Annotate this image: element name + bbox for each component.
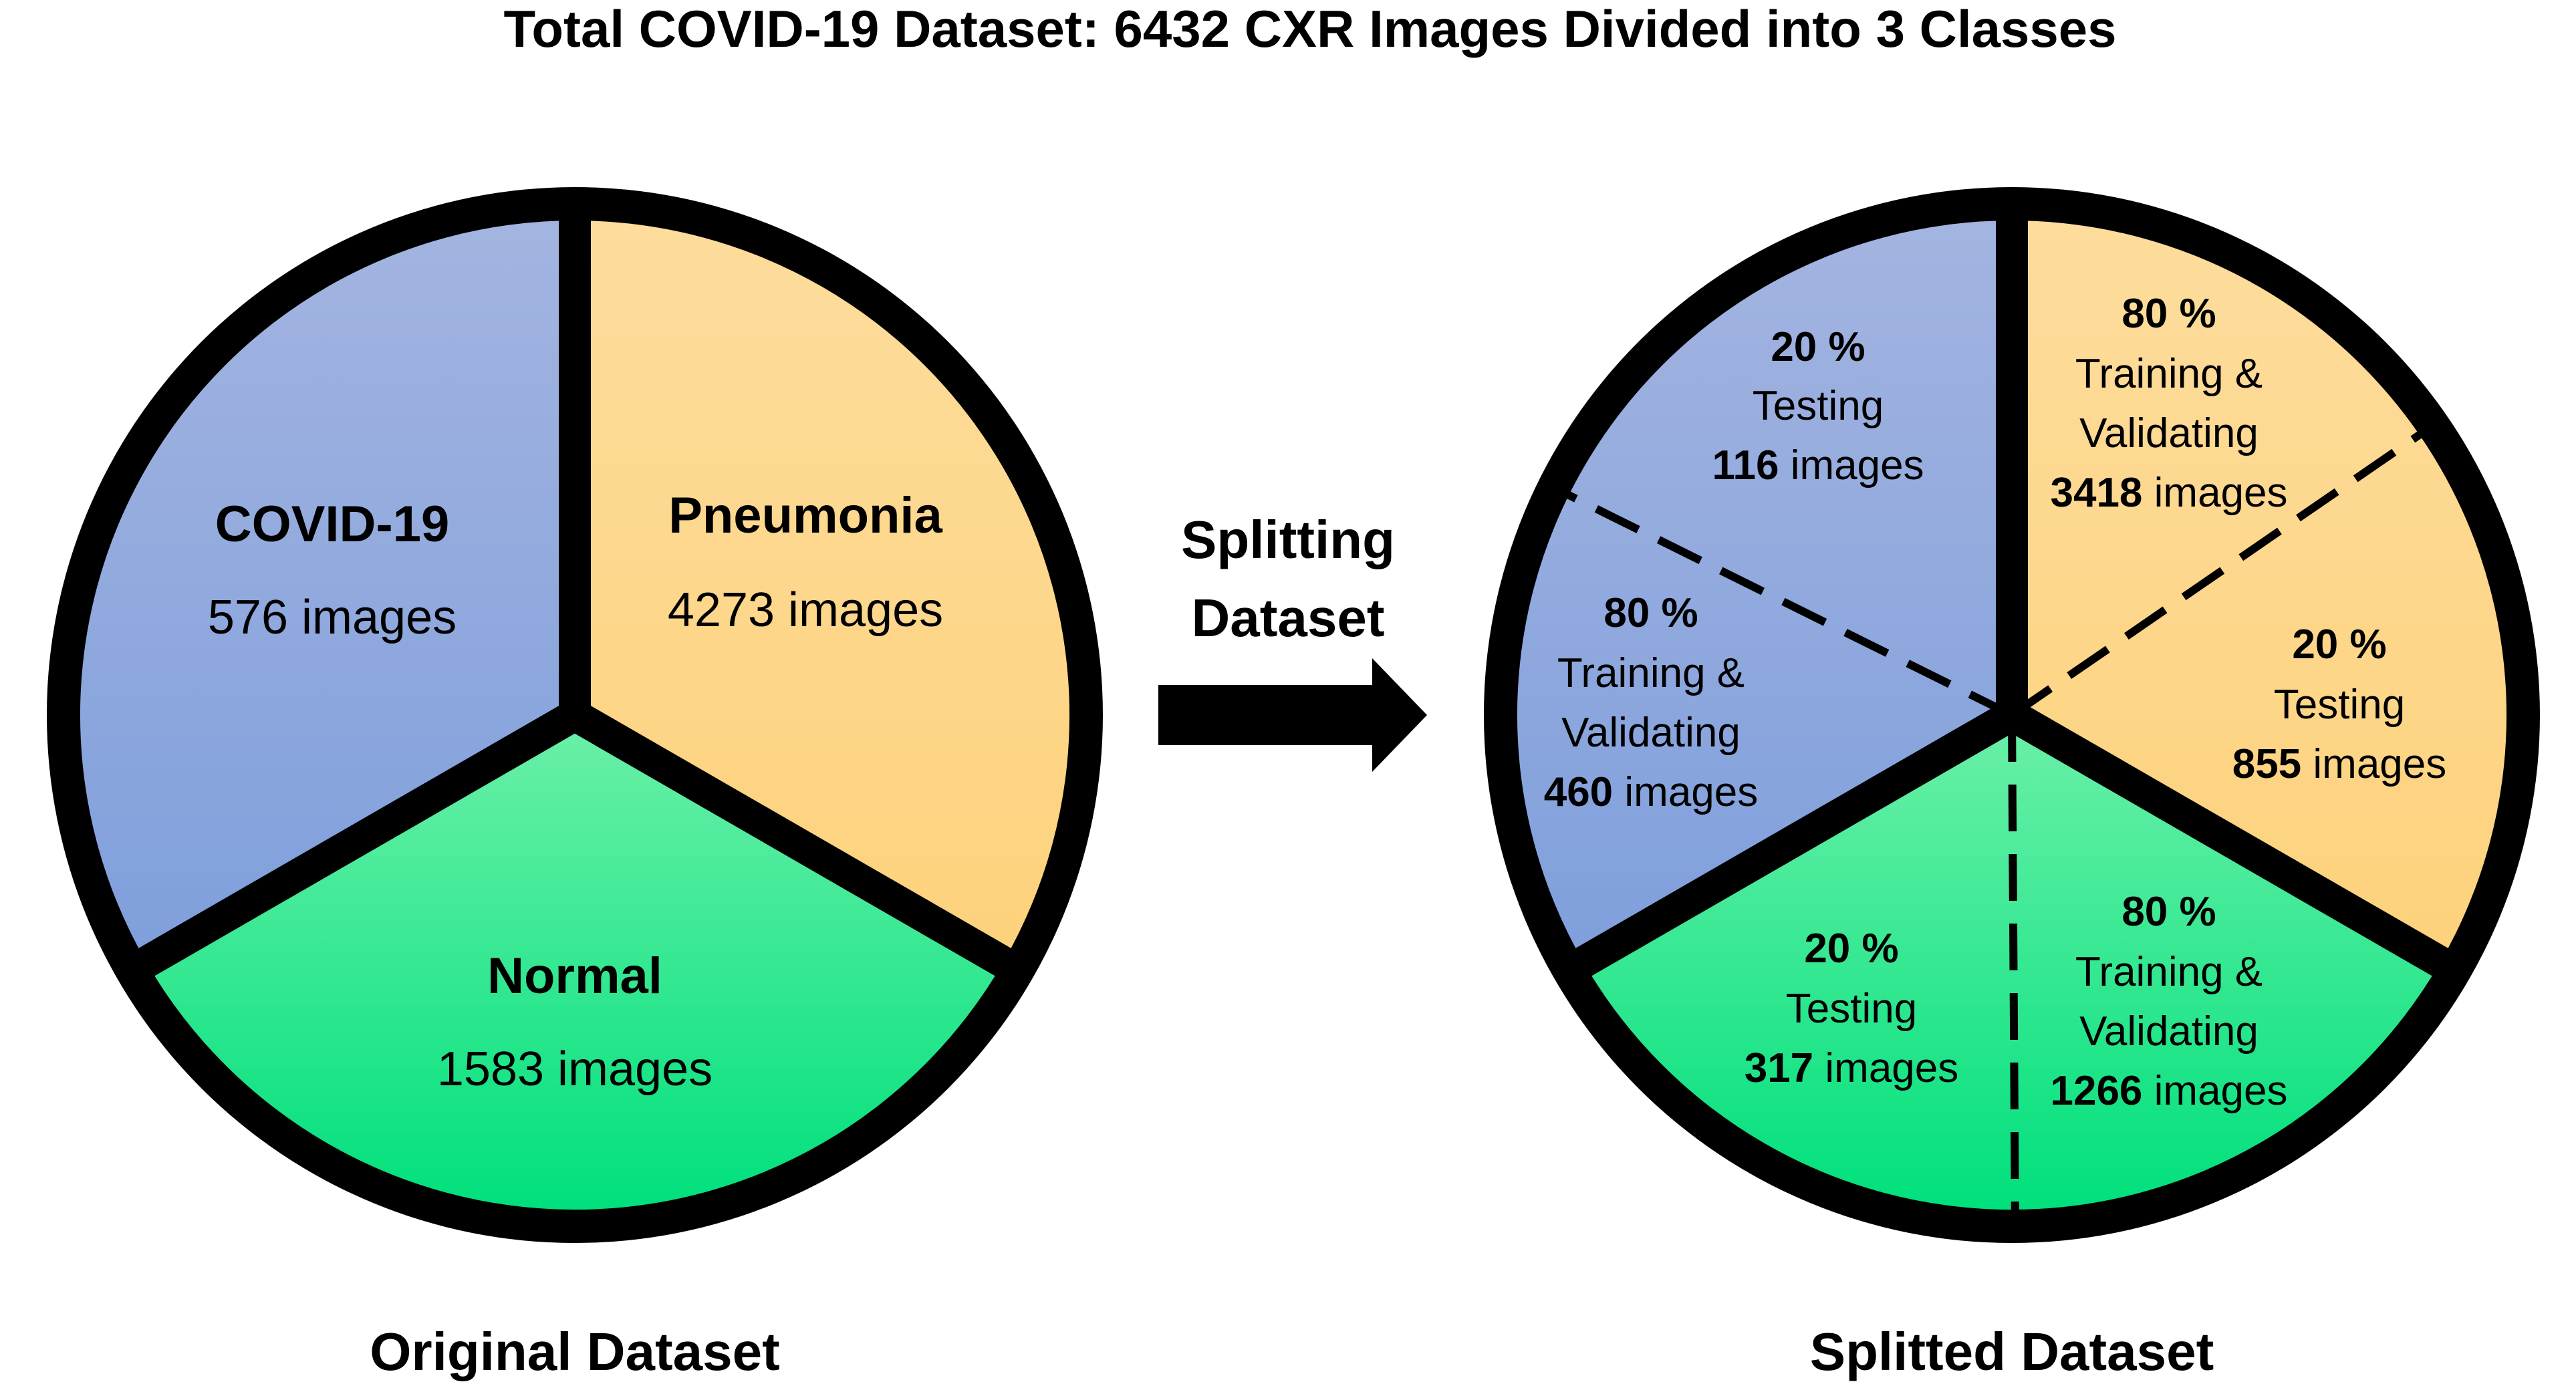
arrow-label-line1: Splitting [1181,510,1395,569]
normal-test-pct: 20 % [1804,926,1898,972]
original-pie [47,187,1103,1243]
arrow-label-line2: Dataset [1191,588,1384,648]
covid-count: 576 images [208,591,457,644]
covid-train-line2: Validating [1561,710,1741,756]
pneumonia-train-line1: Training & [2075,351,2263,397]
normal-train-count: 1266 images [2050,1068,2287,1114]
normal-label: Normal [487,948,662,1004]
covid-train-line1: Training & [1557,650,1745,696]
normal-train-pct: 80 % [2121,889,2216,935]
pneumonia-train-count: 3418 images [2050,470,2287,516]
normal-split-dashline [2008,714,2019,1229]
split-arrow [1158,658,1427,772]
covid-label: COVID-19 [215,496,450,553]
normal-count: 1583 images [437,1043,713,1096]
splitted-dataset-caption: Splitted Dataset [1810,1322,2214,1381]
covid-test-line1: Testing [1753,383,1884,429]
covid-test-count: 116 images [1712,442,1924,489]
covid-test-pct: 20 % [1771,324,1865,370]
pneumonia-train-pct: 80 % [2121,291,2216,337]
pneumonia-test-pct: 20 % [2292,621,2386,668]
diagram-title: Total COVID-19 Dataset: 6432 CXR Images … [503,0,2116,58]
covid-train-pct: 80 % [1603,590,1698,636]
splitted-pie [1484,187,2540,1243]
pneumonia-test-line1: Testing [2274,682,2405,728]
covid-train-count: 460 images [1544,769,1759,815]
normal-train-line1: Training & [2075,949,2263,995]
covid-split-dashline [1545,480,2014,719]
pneumonia-test-count: 855 images [2232,741,2447,787]
pneumonia-label: Pneumonia [668,487,942,544]
pneumonia-split-dashline [2009,428,2428,718]
pneumonia-train-line2: Validating [2079,410,2259,456]
normal-test-count: 317 images [1745,1045,1959,1091]
normal-test-line1: Testing [1786,986,1917,1032]
normal-train-line2: Validating [2079,1008,2259,1055]
original-dataset-caption: Original Dataset [370,1322,780,1381]
pneumonia-count: 4273 images [668,583,943,637]
